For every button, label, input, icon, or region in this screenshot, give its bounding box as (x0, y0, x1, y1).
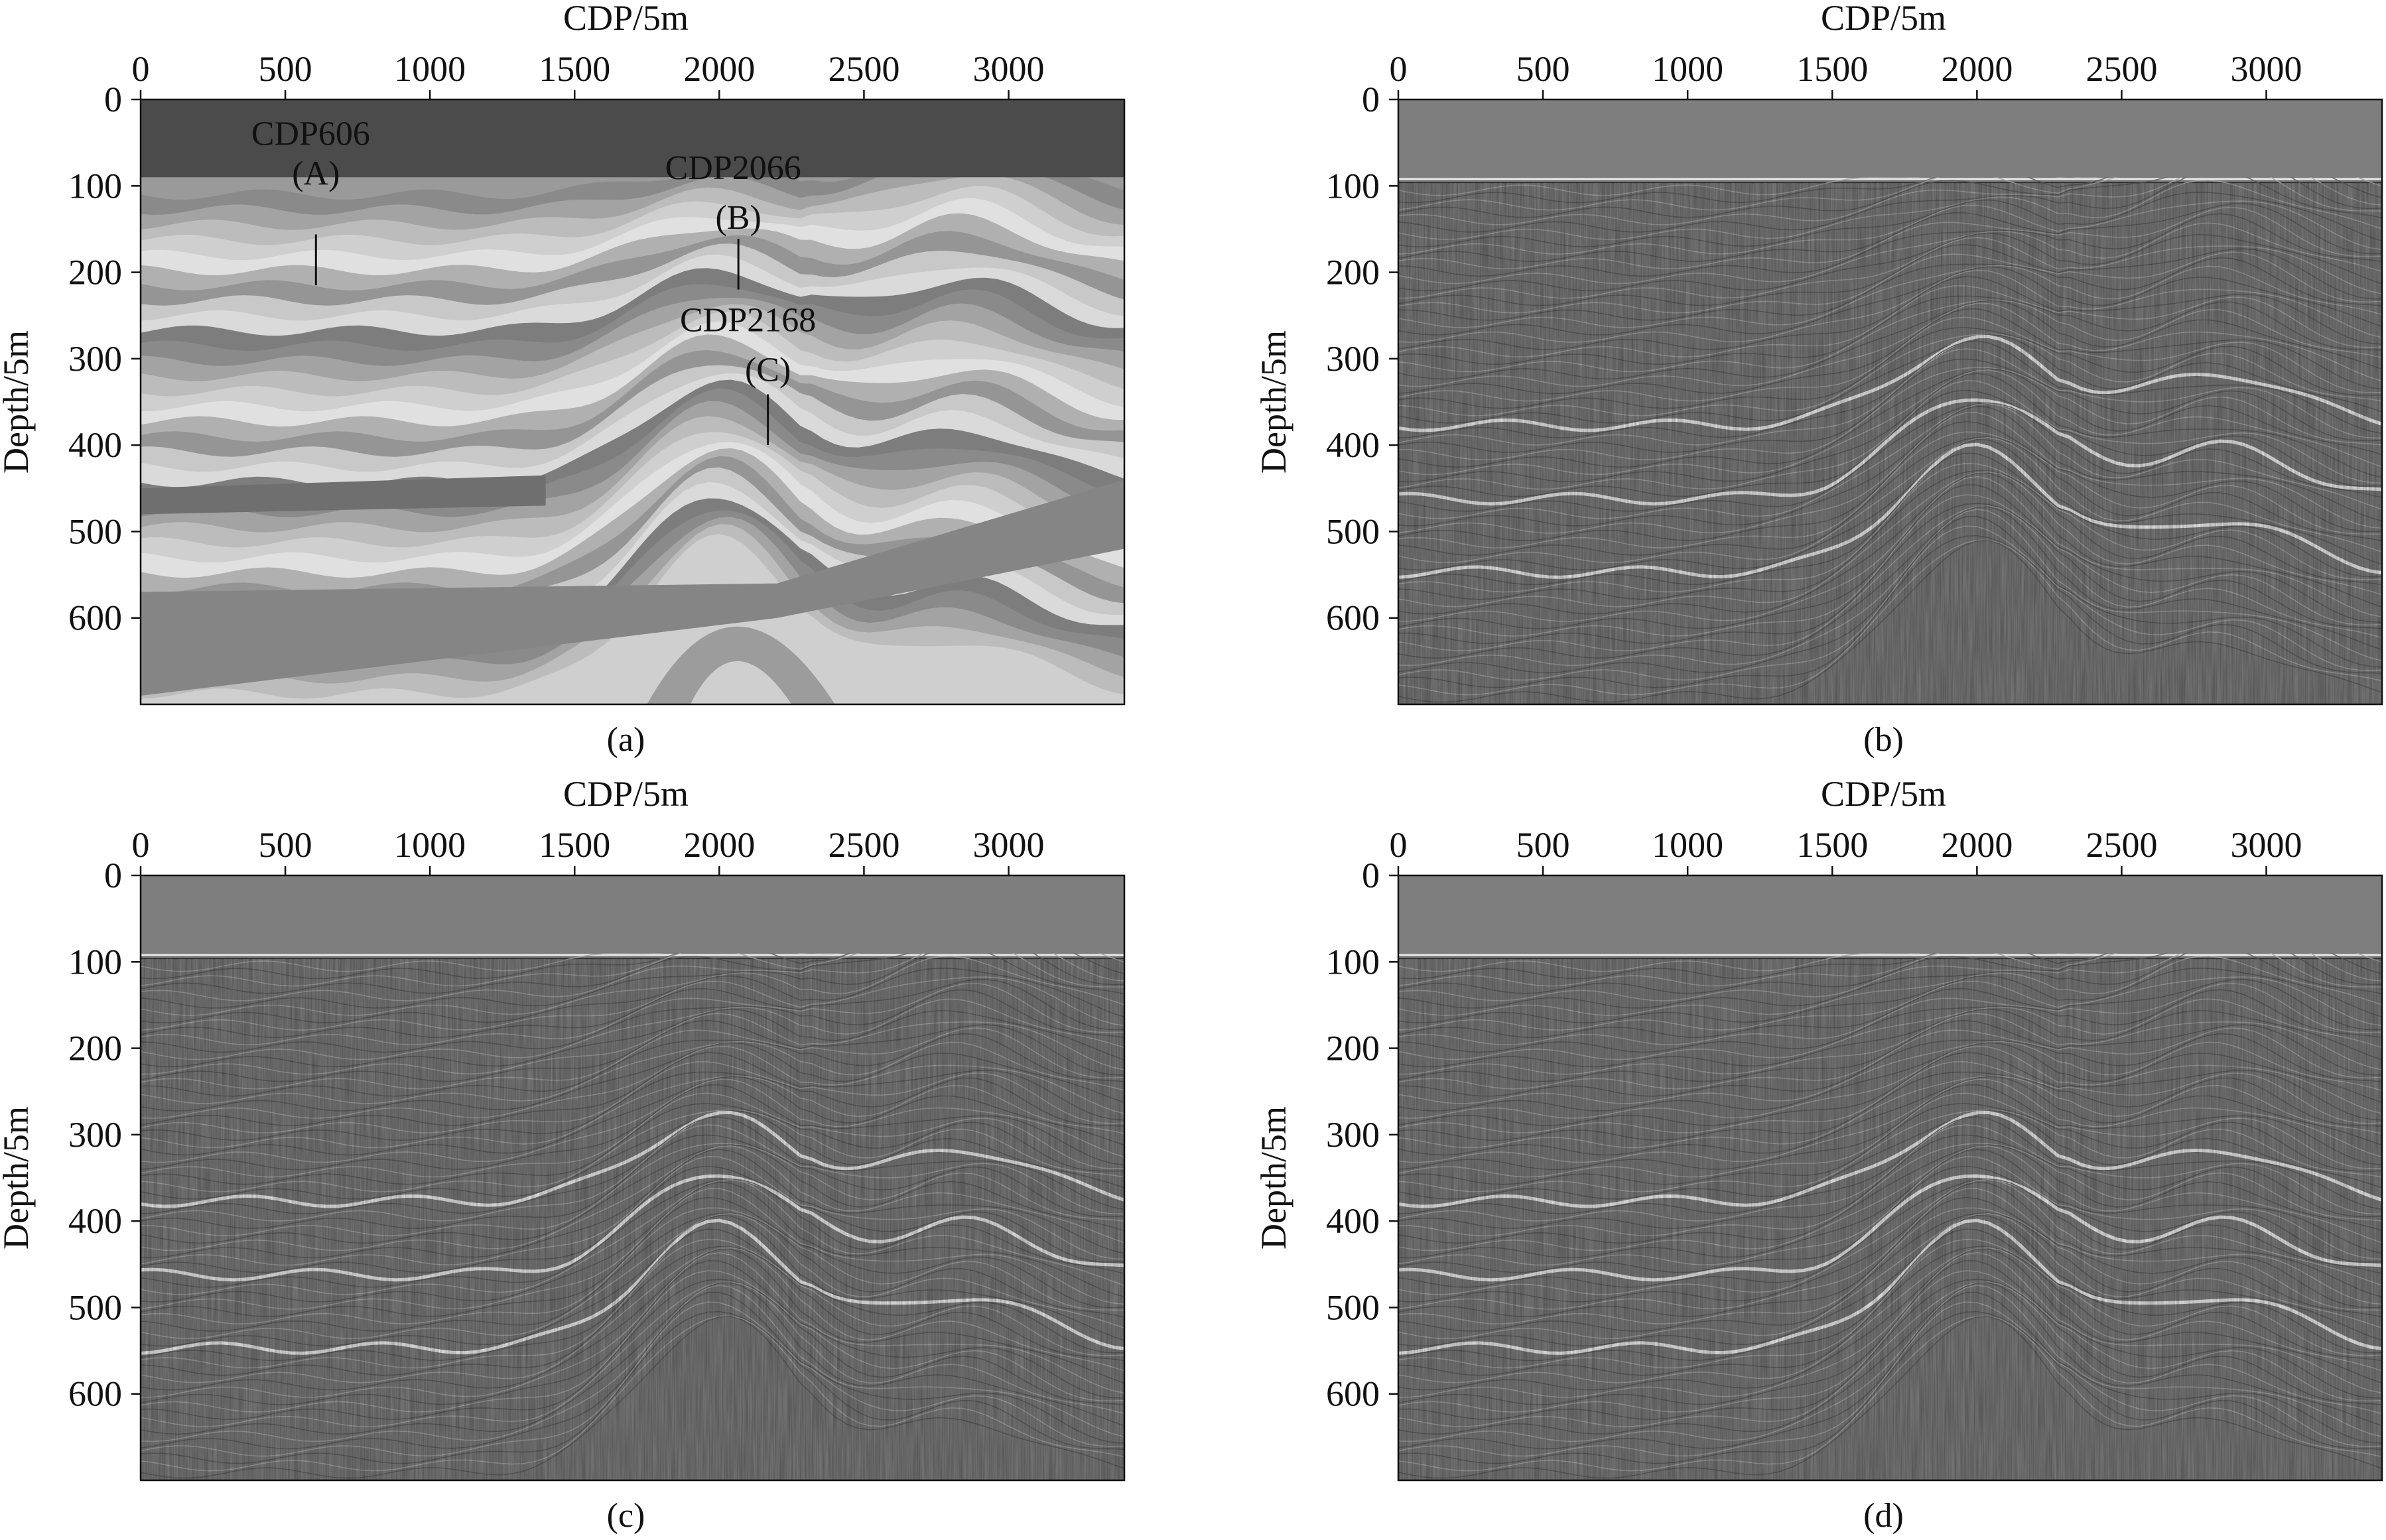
x-axis-title: CDP/5m (1821, 0, 1946, 38)
x-tick-label: 2000 (683, 825, 755, 865)
annotation-label: CDP606 (251, 115, 370, 153)
x-tick-label: 1500 (539, 49, 610, 89)
y-tick-label: 500 (68, 511, 122, 551)
x-tick-label: 2000 (1941, 49, 2013, 89)
y-tick-label: 100 (1326, 166, 1380, 206)
x-tick-label: 2000 (1941, 825, 2013, 865)
panel-b: 0 500 1000 1500 2000 2500 3000 0 100 200 300 400 500… (1254, 0, 2383, 759)
x-tick-label: 3000 (2231, 825, 2302, 865)
model-layer (141, 475, 546, 515)
noise-overlay (1398, 959, 2382, 1480)
annotation-sublabel: (B) (715, 199, 761, 237)
plot-frame-b (1397, 98, 2383, 706)
x-tick-label: 0 (132, 825, 150, 865)
y-tick-label: 400 (68, 425, 122, 465)
x-tick-label: 1000 (394, 49, 466, 89)
x-tick-label: 500 (259, 49, 312, 89)
x-tick-label: 1500 (1796, 49, 1868, 89)
model-deep-dome (690, 661, 792, 704)
plot-area-b (1398, 99, 2382, 704)
x-tick-label: 500 (1516, 49, 1570, 89)
y-tick-label: 500 (1326, 1287, 1380, 1327)
x-axis-title: CDP/5m (563, 0, 689, 38)
y-tick-label: 300 (68, 1115, 122, 1155)
x-tick-label: 2500 (828, 825, 899, 865)
y-axis-title: Depth/5m (1254, 1106, 1293, 1250)
y-tick-label: 100 (68, 942, 122, 982)
water-layer (141, 875, 1124, 954)
x-tick-label: 1000 (1652, 49, 1723, 89)
y-tick-label: 300 (1326, 339, 1380, 379)
plot-area-d (1398, 875, 2382, 1480)
plot-area-c (141, 875, 1124, 1480)
water-layer (141, 99, 1124, 178)
x-tick-label: 1500 (539, 825, 610, 865)
panel-caption: (b) (1863, 721, 1904, 759)
panel-caption: (d) (1863, 1497, 1904, 1535)
y-tick-label: 0 (1362, 856, 1380, 895)
y-tick-label: 200 (1326, 1029, 1380, 1068)
x-tick-label: 2500 (2086, 49, 2157, 89)
x-tick-label: 1000 (1652, 825, 1723, 865)
x-axis-title: CDP/5m (1821, 774, 1946, 814)
y-tick-label: 400 (1326, 425, 1380, 465)
water-layer (1398, 875, 2382, 954)
noise-overlay (1398, 183, 2382, 704)
y-tick-label: 400 (1326, 1201, 1380, 1241)
x-tick-label: 3000 (2231, 49, 2302, 89)
x-tick-label: 2500 (2086, 825, 2157, 865)
model-fault-block (141, 480, 1124, 696)
x-tick-label: 0 (1390, 825, 1408, 865)
annotation-label: CDP2168 (680, 301, 816, 339)
y-tick-label: 600 (1326, 1374, 1380, 1414)
y-tick-label: 100 (68, 166, 122, 206)
x-tick-label: 500 (1516, 825, 1570, 865)
y-tick-label: 0 (104, 80, 122, 119)
panel-caption: (a) (607, 721, 645, 759)
y-tick-label: 600 (1326, 598, 1380, 638)
y-tick-label: 600 (68, 598, 122, 638)
y-tick-label: 300 (68, 339, 122, 379)
plot-area-a (141, 99, 1124, 704)
annotation-sublabel: (A) (292, 155, 340, 192)
plot-frame-c (139, 874, 1126, 1482)
x-tick-label: 2000 (683, 49, 755, 89)
x-tick-label: 1000 (394, 825, 466, 865)
y-tick-label: 0 (104, 856, 122, 895)
x-tick-label: 0 (1390, 49, 1408, 89)
panel-c: 0 500 1000 1500 2000 2500 3000 0 100 200 300 400 500… (0, 774, 1126, 1535)
y-tick-label: 100 (1326, 942, 1380, 982)
x-tick-label: 0 (132, 49, 150, 89)
panel-caption: (c) (607, 1497, 645, 1535)
y-tick-label: 300 (1326, 1115, 1380, 1155)
x-tick-label: 1500 (1796, 825, 1868, 865)
water-layer (1398, 99, 2382, 178)
x-tick-label: 2500 (828, 49, 899, 89)
panel-a: 0 500 1000 1500 2000 2500 3000 0 100 200 300 400 500… (0, 0, 1126, 759)
y-tick-label: 200 (1326, 253, 1380, 292)
y-axis-title: Depth/5m (0, 1106, 36, 1250)
x-tick-label: 3000 (973, 825, 1045, 865)
y-axis-title: Depth/5m (1254, 330, 1293, 474)
y-tick-label: 200 (68, 1029, 122, 1068)
x-axis-title: CDP/5m (563, 774, 689, 814)
noise-overlay (141, 959, 1124, 1480)
annotation-label: CDP2066 (665, 149, 801, 187)
y-tick-label: 0 (1362, 80, 1380, 119)
x-tick-label: 3000 (973, 49, 1045, 89)
y-tick-label: 600 (68, 1374, 122, 1414)
y-tick-label: 500 (1326, 511, 1380, 551)
plot-frame-a (139, 98, 1126, 706)
annotation-sublabel: (C) (745, 351, 791, 389)
y-tick-label: 500 (68, 1287, 122, 1327)
panel-d: 0 500 1000 1500 2000 2500 3000 0 100 200 300 400 500… (1254, 774, 2383, 1535)
y-tick-label: 400 (68, 1201, 122, 1241)
plot-frame-d (1397, 874, 2383, 1482)
x-tick-label: 500 (259, 825, 312, 865)
y-tick-label: 200 (68, 253, 122, 292)
y-axis-title: Depth/5m (0, 330, 36, 474)
